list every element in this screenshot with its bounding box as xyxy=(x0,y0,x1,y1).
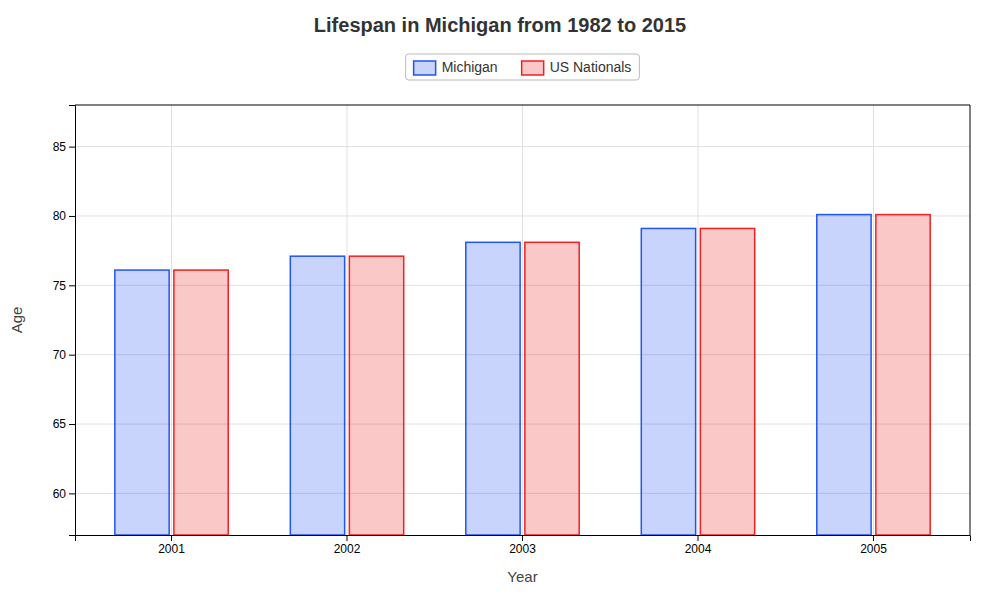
tick: 65 xyxy=(53,417,75,431)
bar-series xyxy=(174,215,930,535)
bar xyxy=(466,242,520,535)
tick-label: 85 xyxy=(53,140,67,154)
tick-mark xyxy=(69,493,75,494)
title: Lifespan in Michigan from 1982 to 2015 xyxy=(314,14,686,36)
legend-swatch xyxy=(414,61,436,75)
tick: 80 xyxy=(53,209,75,223)
tick: 2003 xyxy=(509,535,536,556)
tick-mark xyxy=(69,147,75,148)
axis-line xyxy=(76,536,971,542)
tick-label: 80 xyxy=(53,209,67,223)
bar xyxy=(174,270,228,535)
grid-line xyxy=(171,105,172,535)
bars xyxy=(115,215,930,535)
legend-item: US Nationals xyxy=(522,59,632,75)
frame-line xyxy=(970,105,971,535)
tick: 60 xyxy=(53,487,75,501)
tick: 75 xyxy=(53,279,75,293)
frame-line xyxy=(75,105,970,106)
bar xyxy=(290,256,344,535)
tick-mark xyxy=(171,535,172,541)
bar xyxy=(700,228,754,535)
tick-mark xyxy=(347,535,348,541)
tick-label: 70 xyxy=(53,348,67,362)
y-axis: 60 65 70 75 80 85 xyxy=(53,106,76,536)
bar xyxy=(641,228,695,535)
tick-label: 60 xyxy=(53,487,67,501)
tick: 2001 xyxy=(158,535,185,556)
grid-line xyxy=(697,105,698,535)
x-axis-title: Year xyxy=(507,568,537,585)
legend: Michigan US Nationals xyxy=(406,54,640,80)
bar xyxy=(817,215,871,535)
tick-label: 2004 xyxy=(685,542,712,556)
tick-label: 2005 xyxy=(860,542,887,556)
grid xyxy=(75,105,970,535)
tick-label: 2001 xyxy=(158,542,185,556)
axis-line xyxy=(69,106,76,536)
tick-mark xyxy=(69,355,75,356)
tick-mark xyxy=(69,424,75,425)
bar xyxy=(876,215,930,535)
tick-label: 2002 xyxy=(334,542,361,556)
tick-label: 75 xyxy=(53,279,67,293)
tick-mark xyxy=(69,216,75,217)
legend-item: Michigan xyxy=(414,59,498,75)
legend-swatch xyxy=(522,61,544,75)
tick: 2004 xyxy=(685,535,712,556)
grid-line xyxy=(522,105,523,535)
y-axis-title: Age xyxy=(8,307,25,334)
tick-mark xyxy=(873,535,874,541)
tick: 2002 xyxy=(334,535,361,556)
bar xyxy=(349,256,403,535)
bar-series xyxy=(115,215,871,535)
bar xyxy=(115,270,169,535)
legend-label: US Nationals xyxy=(550,59,632,75)
legend-box xyxy=(406,54,640,80)
tick-mark xyxy=(69,285,75,286)
plot-area: 2001 2002 2003 2004 2005 60 65 70 75 80 85 xyxy=(53,105,971,556)
grid-line xyxy=(873,105,874,535)
tick-mark xyxy=(697,535,698,541)
x-axis: 2001 2002 2003 2004 2005 xyxy=(76,535,971,556)
tick-mark xyxy=(522,535,523,541)
tick: 85 xyxy=(53,140,75,154)
bar xyxy=(525,242,579,535)
tick-label: 2003 xyxy=(509,542,536,556)
grid-line xyxy=(347,105,348,535)
tick-label: 65 xyxy=(53,417,67,431)
legend-label: Michigan xyxy=(442,59,498,75)
chart: 2001 2002 2003 2004 2005 60 65 70 75 80 85 Lifespan… xyxy=(0,0,1000,600)
tick: 2005 xyxy=(860,535,887,556)
tick: 70 xyxy=(53,348,75,362)
